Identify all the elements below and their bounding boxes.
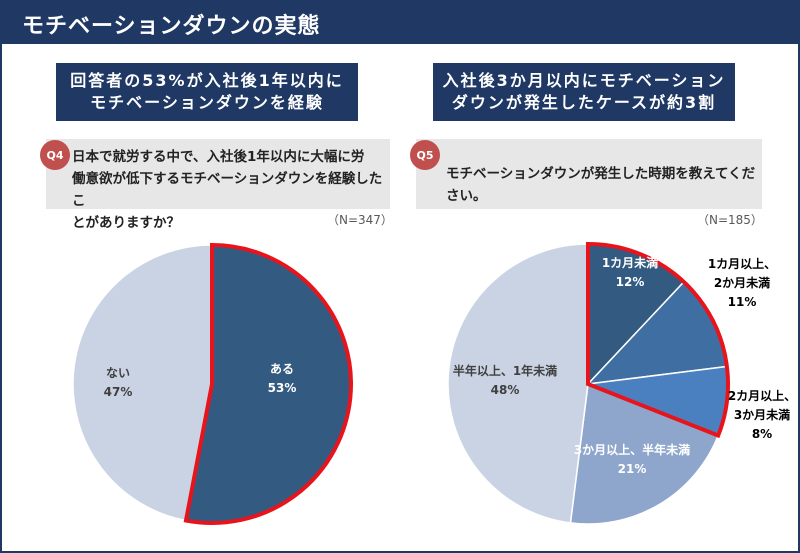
pie-slice-2-5 <box>447 243 589 524</box>
left-question-line-3: とがありますか？ <box>72 215 180 231</box>
pie-label-2-4: 3か月以上、半年未満 21% <box>574 442 690 476</box>
left-question-text: 日本で就労する中で、入社後1年以内に大幅に労 働意欲が低下するモチベーションダウ… <box>72 146 388 234</box>
pie-label-2-1: 1カ月未満 12% <box>602 255 658 289</box>
left-question-box <box>46 139 390 209</box>
left-banner-line-2: モチベーションダウンを経験 <box>90 93 324 112</box>
pie-chart-1: ある 53% ない 47% <box>72 242 353 525</box>
right-question-text: モチベーションダウンが発生した時期を教えてください。 <box>446 163 758 207</box>
right-banner-line-1: 入社後3か月以内にモチベーション <box>442 71 726 90</box>
left-question-badge: Q4 <box>40 140 70 170</box>
pie-label-1-2: ない 47% <box>104 366 133 399</box>
pie-label-2-2: 1カ月以上、 2か月未満 11% <box>708 256 776 309</box>
left-question-line-1: 日本で就労する中で、入社後1年以内に大幅に労 <box>72 149 365 165</box>
pie-chart-2: 1カ月未満 12% 1カ月以上、 2か月未満 11% 2カ月以上、 3か月未満 8% 3か月以上… <box>447 241 796 525</box>
pie-label-2-5: 半年以上、1年未満 48% <box>453 363 557 397</box>
left-sample-size: （N=347） <box>327 213 393 227</box>
page-title: モチベーションダウンの実態 <box>22 14 321 39</box>
right-question-box <box>416 139 762 209</box>
right-banner: 入社後3か月以内にモチベーション ダウンが発生したケースが約3割 <box>433 63 735 121</box>
pie-slice-1-2 <box>72 244 213 522</box>
left-question-line-2: 働意欲が低下するモチベーションダウンを経験したこ <box>72 171 383 209</box>
right-question-line-1: モチベーションダウンが発生した時期を教えてください。 <box>446 166 756 204</box>
left-banner: 回答者の53%が入社後1年以内に モチベーションダウンを経験 <box>56 63 358 121</box>
left-banner-line-1: 回答者の53%が入社後1年以内に <box>70 71 344 90</box>
header-bar: モチベーションダウンの実態 <box>0 0 800 44</box>
right-banner-line-2: ダウンが発生したケースが約3割 <box>451 93 717 112</box>
right-sample-size: （N=185） <box>697 213 763 227</box>
right-question-badge: Q5 <box>410 140 440 170</box>
pie-highlight-outline-2 <box>586 241 730 439</box>
pie-label-1-1: ある 53% <box>268 362 297 395</box>
pie-slice-2-4 <box>569 382 720 525</box>
pie-highlight-outline-1 <box>183 242 353 525</box>
pie-label-2-3: 2カ月以上、 3か月未満 8% <box>728 388 796 441</box>
